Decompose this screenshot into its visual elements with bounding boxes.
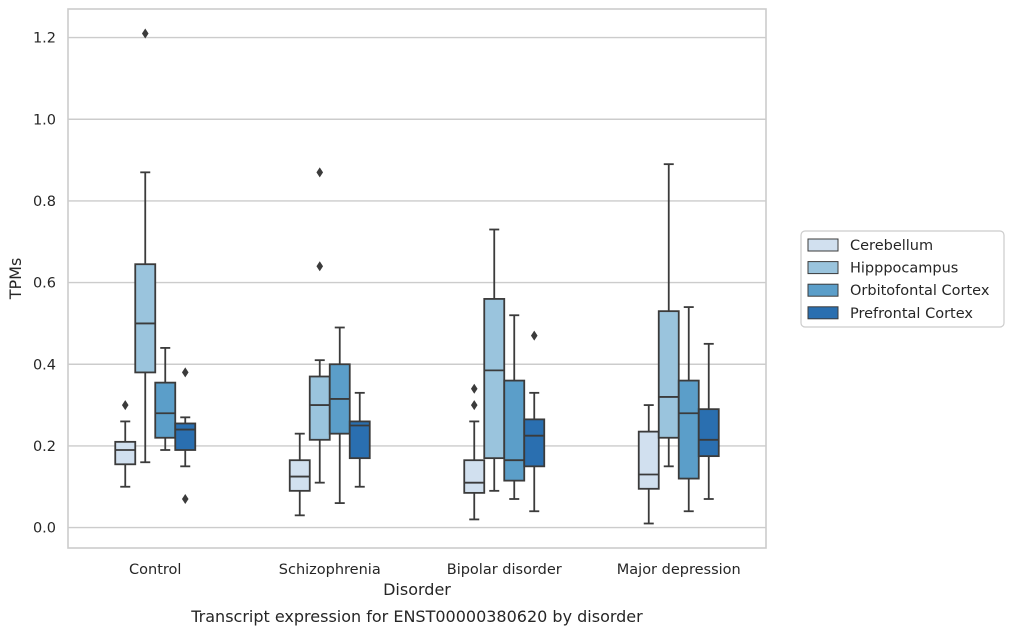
plot-frame (67, 8, 767, 549)
iqr-box (463, 459, 486, 494)
x-axis-title: Disorder (383, 580, 451, 599)
iqr-box (154, 381, 177, 439)
box-cerebellum (463, 383, 486, 521)
box-hipppocampus (134, 28, 157, 464)
iqr-box (483, 298, 506, 460)
box-prefrontal-cortex (348, 391, 371, 488)
box-prefrontal-cortex (174, 367, 197, 504)
legend-swatch (807, 238, 839, 252)
iqr-box (288, 459, 311, 492)
outlier-point (141, 28, 149, 39)
box-prefrontal-cortex (697, 342, 720, 500)
iqr-box (637, 430, 660, 490)
iqr-box (503, 379, 526, 482)
y-axis-title: TPMs (6, 258, 25, 301)
box-hipppocampus (308, 167, 331, 484)
y-tick-label: 0.0 (33, 521, 56, 537)
iqr-box (657, 310, 680, 439)
box-plot-series (114, 28, 720, 525)
y-tick-label: 0.8 (33, 194, 56, 210)
box-orbitofontal-cortex (677, 306, 700, 513)
box-hipppocampus (483, 228, 506, 492)
outlier-point (530, 330, 538, 341)
legend: Cerebellum Hipppocampus Orbitofontal Corte… (800, 230, 1005, 328)
box-orbitofontal-cortex (154, 347, 177, 451)
box-orbitofontal-cortex (503, 314, 526, 500)
outlier-point (316, 167, 324, 178)
x-tick-label: Schizophrenia (279, 562, 381, 578)
outlier-point (181, 494, 189, 504)
box-orbitofontal-cortex (328, 326, 351, 504)
iqr-box (174, 422, 197, 451)
y-axis-ticks: 0.0 0.2 0.4 0.6 0.8 1.0 1.2 (33, 31, 56, 537)
y-tick-label: 0.4 (33, 357, 56, 373)
y-tick-label: 0.6 (33, 276, 56, 292)
chart-caption: Transcript expression for ENST0000038062… (190, 607, 643, 626)
box-prefrontal-cortex (523, 330, 546, 513)
y-tick-label: 1.0 (33, 112, 56, 128)
x-tick-label: Bipolar disorder (447, 562, 562, 578)
outlier-point (316, 261, 324, 272)
legend-label: Hipppocampus (850, 261, 958, 277)
iqr-box (348, 420, 371, 460)
x-tick-label: Major depression (617, 562, 741, 578)
iqr-box (114, 440, 137, 466)
y-tick-label: 0.2 (33, 439, 56, 455)
legend-frame (800, 230, 1005, 328)
outlier-point (470, 400, 478, 411)
iqr-box (134, 263, 157, 374)
grid-lines (68, 36, 766, 529)
box-cerebellum (637, 404, 660, 525)
outlier-point (181, 367, 189, 378)
legend-label: Orbitofontal Cortex (850, 283, 990, 299)
legend-label: Prefrontal Cortex (850, 306, 973, 322)
iqr-box (677, 379, 700, 480)
legend-swatch (807, 306, 839, 320)
iqr-box (308, 375, 331, 441)
outlier-point (121, 400, 129, 411)
box-hipppocampus (657, 163, 680, 468)
x-axis-ticks: Control Schizophrenia Bipolar disorder Majo… (129, 562, 741, 578)
legend-label: Cerebellum (850, 238, 933, 254)
legend-swatch (807, 283, 839, 297)
box-cerebellum (114, 400, 137, 488)
x-tick-label: Control (129, 562, 181, 578)
outlier-point (470, 383, 478, 394)
iqr-box (697, 408, 720, 458)
box-cerebellum (288, 432, 311, 517)
iqr-box (523, 418, 546, 468)
legend-swatch (807, 261, 839, 275)
y-tick-label: 1.2 (33, 31, 56, 47)
